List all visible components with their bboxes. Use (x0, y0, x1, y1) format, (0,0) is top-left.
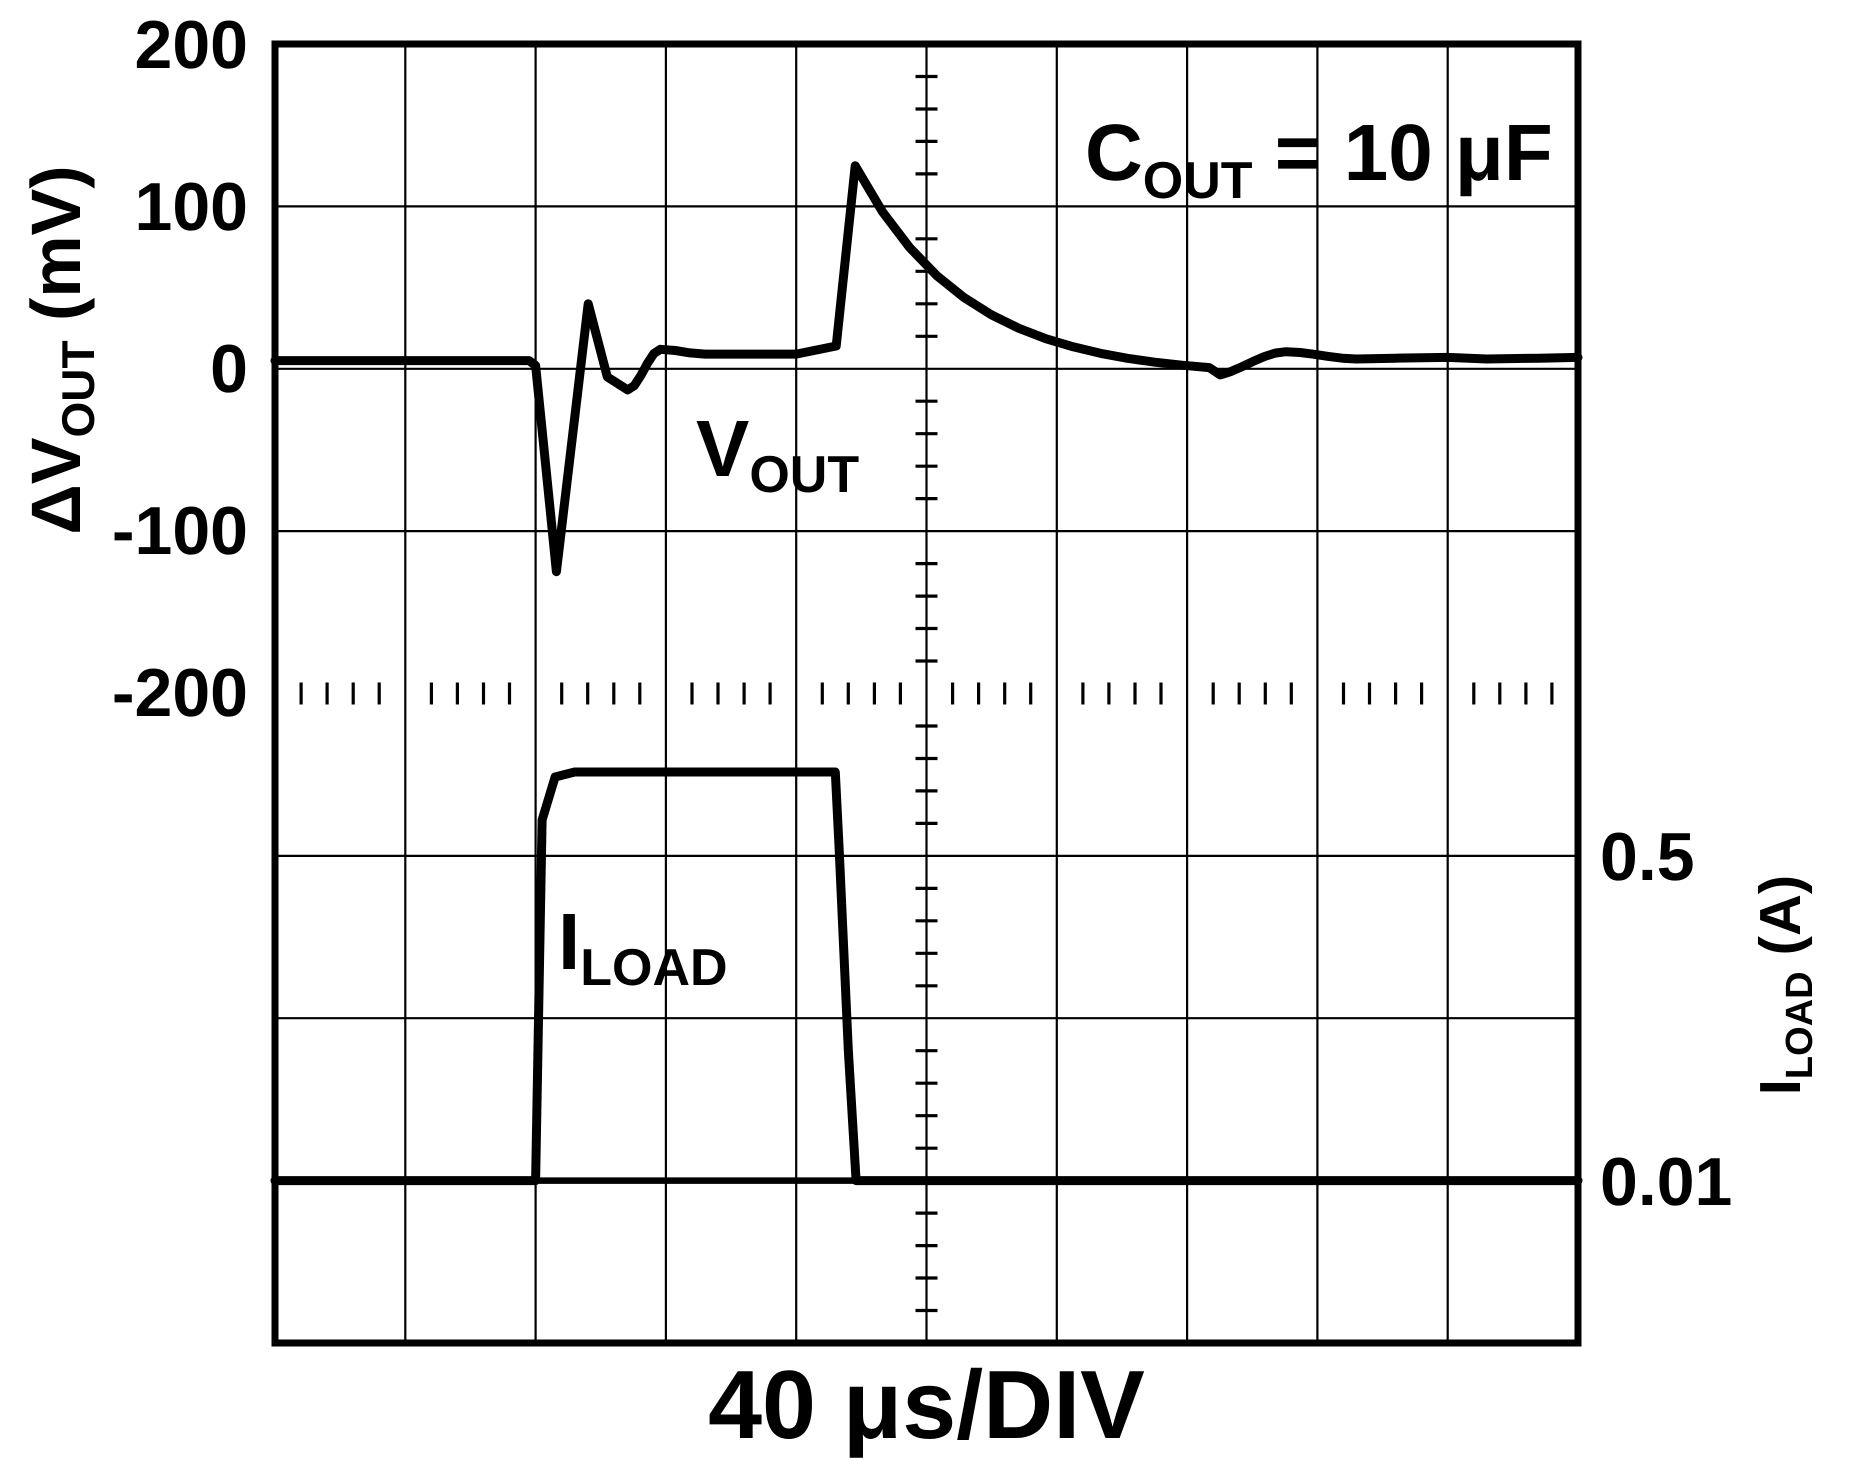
svg-text:ILOAD: ILOAD (558, 897, 728, 997)
svg-text:0.01: 0.01 (1600, 1144, 1732, 1220)
svg-text:0: 0 (210, 331, 248, 407)
svg-text:100: 100 (135, 169, 248, 245)
svg-text:VOUT: VOUT (696, 404, 859, 504)
svg-text:40 μs/DIV: 40 μs/DIV (708, 1350, 1145, 1458)
svg-text:ΔVOUT (mV): ΔVOUT (mV) (17, 165, 104, 534)
svg-text:200: 200 (135, 7, 248, 83)
svg-text:-100: -100 (112, 493, 248, 569)
svg-text:-200: -200 (112, 655, 248, 731)
svg-text:ILOAD (A): ILOAD (A) (1748, 875, 1821, 1095)
svg-text:COUT = 10 μF: COUT = 10 μF (1085, 108, 1553, 210)
svg-text:0.5: 0.5 (1600, 819, 1695, 895)
